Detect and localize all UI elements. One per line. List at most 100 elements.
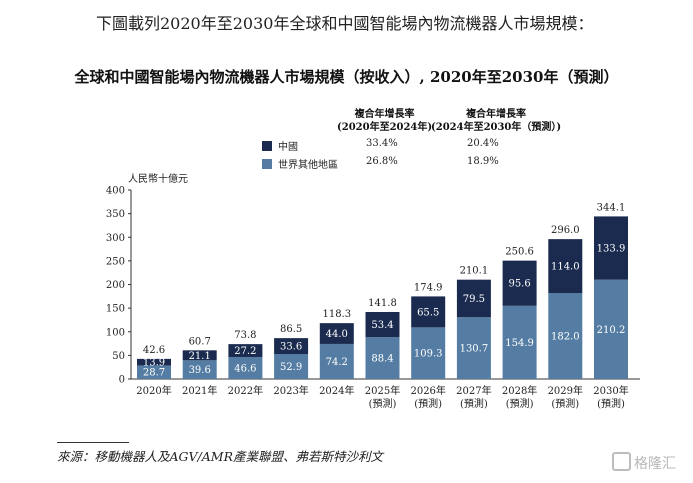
x-tick-label-forecast: (預測) (460, 397, 488, 410)
legend-item-rest-of-world: 世界其他地區 (262, 156, 338, 171)
data-label-china: 79.5 (463, 294, 485, 305)
x-tick-label-forecast: (預測) (506, 397, 534, 410)
x-tick-label-forecast: (預測) (597, 397, 625, 410)
data-label-total: 250.6 (505, 247, 534, 258)
source-note: 來源：移動機器人及AGV/AMR產業聯盟、弗若斯特沙利文 (57, 449, 383, 464)
data-label-rest-of-world: 74.2 (326, 357, 348, 368)
legend-label-rest-of-world: 世界其他地區 (278, 160, 338, 171)
data-label-rest-of-world: 130.7 (460, 344, 489, 355)
data-label-rest-of-world: 88.4 (371, 354, 393, 365)
data-label-total: 296.0 (551, 225, 580, 236)
bar-segment-china (319, 323, 354, 344)
watermark-text: 格隆汇 (634, 456, 676, 472)
x-tick-label: 2028年 (502, 384, 537, 397)
cagr-china-2020-2024: 33.4% (366, 138, 398, 149)
x-tick-label: 2022年 (228, 384, 263, 397)
y-tick-label: 200 (106, 280, 125, 291)
bar-segment-china (182, 350, 217, 361)
intro-text: 下圖載列2020年至2030年全球和中國智能場內物流機器人市場規模： (96, 14, 594, 33)
data-label-china: 21.1 (189, 351, 211, 362)
y-axis-unit-label: 人民幣十億元 (128, 174, 188, 185)
y-tick-label: 300 (106, 233, 125, 244)
data-label-total: 118.3 (322, 309, 351, 320)
bar-segment-rest-of-world (182, 360, 217, 379)
data-label-total: 42.6 (143, 345, 165, 356)
cagr-china-2024-2030: 20.4% (467, 138, 499, 149)
watermark: 格隆汇 (612, 452, 676, 473)
data-label-rest-of-world: 210.2 (597, 325, 626, 336)
legend-item-china: 中國 (262, 138, 298, 153)
data-label-china: 53.4 (371, 320, 393, 331)
watermark-logo-icon (612, 452, 631, 471)
bar-segment-rest-of-world (456, 317, 491, 379)
legend-label-china: 中國 (278, 142, 298, 153)
data-label-rest-of-world: 52.9 (280, 362, 302, 373)
cagr-header-2024-2030: 複合年增長率 (2024年至2030年（預測）) (431, 108, 561, 134)
bar-segment-china (456, 279, 491, 318)
bar-segment-china (502, 260, 537, 306)
bar-segment-rest-of-world (319, 343, 354, 379)
y-tick-label: 100 (106, 327, 125, 338)
data-label-total: 210.1 (460, 266, 489, 277)
x-tick-label: 2030年 (593, 384, 628, 397)
y-tick-label: 350 (106, 209, 125, 220)
x-tick-label: 2020年 (136, 384, 171, 397)
legend-swatch-rest-of-world (262, 159, 272, 169)
data-label-rest-of-world: 109.3 (414, 349, 443, 360)
data-label-total: 344.1 (597, 202, 626, 213)
bar-segment-china (594, 216, 628, 280)
bar-segment-rest-of-world (137, 365, 171, 379)
data-label-china: 133.9 (597, 244, 626, 255)
x-tick-label: 2023年 (273, 384, 308, 397)
bar-segment-rest-of-world (411, 327, 446, 379)
cagr-header-line1: 複合年增長率 (466, 109, 527, 120)
bar-segment-rest-of-world (228, 356, 263, 379)
footnote-divider (57, 442, 129, 443)
y-tick-label: 400 (106, 186, 125, 197)
data-label-china: 44.0 (326, 329, 348, 340)
cagr-row-2020-2024: 26.8% (366, 156, 398, 167)
cagr-header-line2: (2020年至2024年) (337, 122, 433, 133)
x-tick-label: 2026年 (410, 384, 445, 397)
data-label-total: 86.5 (280, 324, 302, 335)
cagr-header-line1: 複合年增長率 (354, 109, 415, 120)
data-label-china: 33.6 (280, 342, 302, 353)
x-tick-label: 2025年 (365, 384, 400, 397)
x-tick-label: 2021年 (182, 384, 217, 397)
legend-swatch-china (262, 141, 272, 151)
y-tick-label: 250 (106, 256, 125, 267)
x-tick-label: 2029年 (548, 384, 583, 397)
data-label-total: 73.8 (234, 330, 256, 341)
data-label-china: 114.0 (551, 262, 580, 273)
bar-segment-china (137, 358, 171, 366)
data-label-china: 65.5 (417, 307, 439, 318)
cagr-header-2020-2024: 複合年增長率 (2020年至2024年) (337, 108, 432, 134)
data-label-rest-of-world: 28.7 (143, 368, 165, 379)
data-label-rest-of-world: 154.9 (505, 338, 534, 349)
data-label-china: 27.2 (234, 346, 256, 357)
bar-segment-rest-of-world (365, 337, 400, 379)
data-label-rest-of-world: 46.6 (234, 363, 256, 374)
x-tick-label-forecast: (預測) (551, 397, 579, 410)
bar-segment-china (365, 311, 400, 338)
x-tick-label: 2024年 (319, 384, 354, 397)
data-label-rest-of-world: 39.6 (189, 365, 211, 376)
bar-segment-rest-of-world (502, 305, 537, 379)
bar-segment-china (228, 344, 263, 357)
bar-segment-rest-of-world (274, 354, 309, 379)
data-label-rest-of-world: 182.0 (551, 332, 580, 343)
bar-segment-china (274, 338, 309, 355)
y-tick-label: 150 (106, 304, 125, 315)
data-label-total: 141.8 (368, 298, 397, 309)
cagr-header-line2: (2024年至2030年（預測）) (431, 122, 562, 133)
bar-segment-china (548, 239, 583, 294)
x-tick-label: 2027年 (456, 384, 491, 397)
bar-segment-rest-of-world (548, 293, 583, 379)
y-tick-label: 50 (112, 351, 125, 362)
bar-segment-rest-of-world (594, 279, 628, 379)
data-label-total: 174.9 (414, 282, 443, 293)
data-label-china: 95.6 (508, 279, 530, 290)
data-label-total: 60.7 (189, 336, 211, 347)
x-tick-label-forecast: (預測) (369, 397, 397, 410)
